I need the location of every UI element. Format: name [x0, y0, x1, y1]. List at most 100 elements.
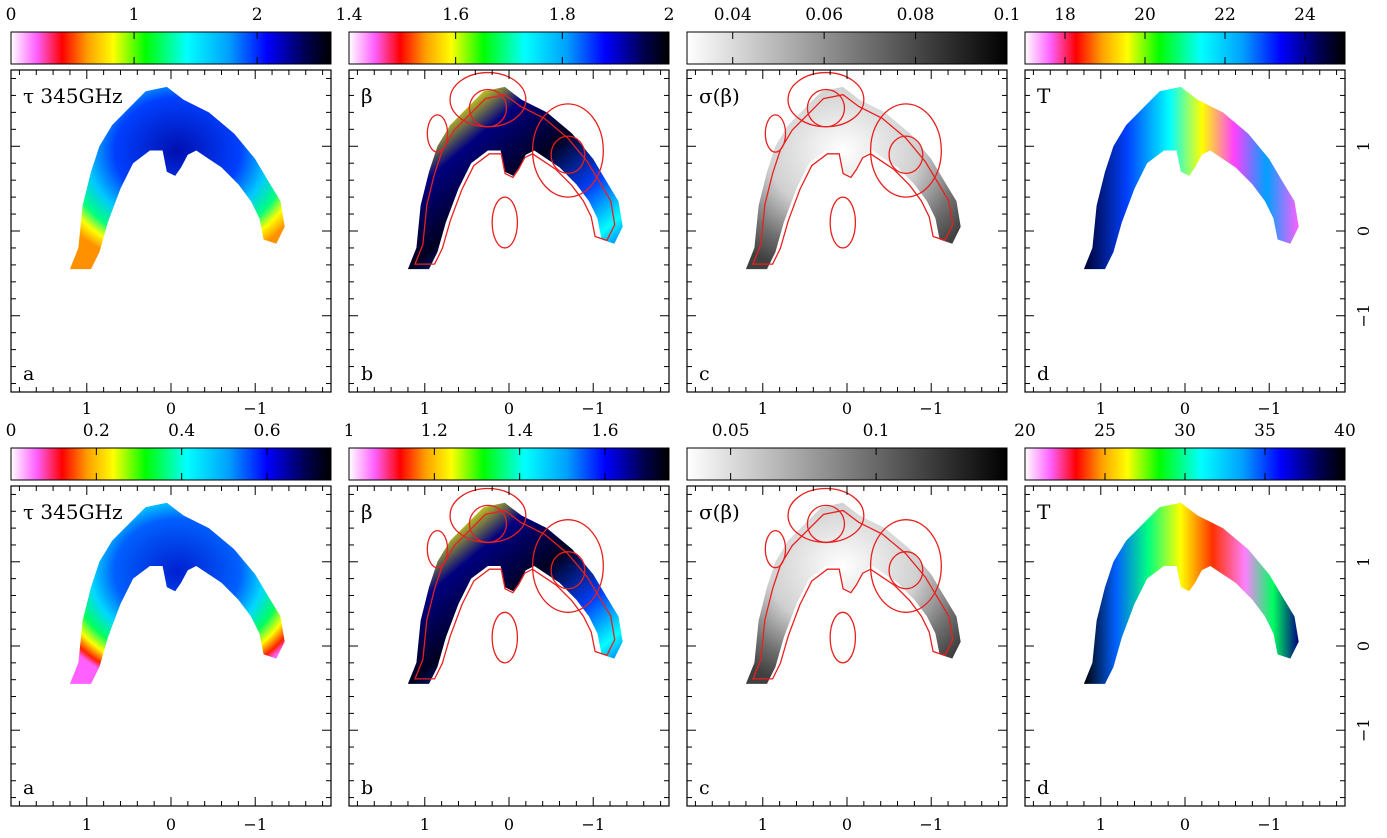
colorbar-tick-label: 1.2: [421, 421, 448, 441]
colorbar-tick-label: 1.6: [591, 421, 618, 441]
contour-east: [869, 103, 942, 198]
y-tick-label: 0: [1354, 641, 1373, 651]
emission-map: [407, 86, 623, 270]
contour-west: [426, 114, 449, 153]
colorbar-tick-label: 0.08: [897, 5, 935, 25]
contour-north-inner: [806, 504, 846, 544]
panel-quantity-label: T: [1037, 84, 1051, 108]
x-tick-label: −1: [581, 399, 605, 418]
contour-east-inner: [550, 551, 586, 590]
panel-d-row1: 18 20 22 24 1 0 −1 1 0 −1 Td: [1024, 5, 1373, 418]
x-tick-label: −1: [243, 399, 267, 418]
colorbar-tick-label: 22: [1214, 5, 1236, 25]
contour-east-inner: [550, 135, 586, 175]
x-tick-label: 1: [420, 399, 430, 418]
contour-outer: [752, 94, 954, 265]
contour-outer: [414, 509, 616, 680]
contour-west: [764, 114, 787, 153]
x-tick-label: −1: [1257, 815, 1281, 834]
x-tick-label: −1: [581, 815, 605, 834]
panel-quantity-label: β: [361, 500, 373, 524]
colorbar: [686, 31, 1008, 65]
emission-map: [69, 502, 285, 684]
colorbar-tick-label: 0.2: [83, 421, 110, 441]
panel-quantity-label: σ(β): [699, 500, 740, 524]
contour-east-inner: [888, 551, 924, 590]
contour-south: [491, 611, 519, 664]
x-tick-label: 1: [420, 815, 430, 834]
panel-letter: a: [23, 777, 34, 799]
colorbar-tick-label: 0.1: [863, 421, 890, 441]
contour-north-inner: [468, 88, 508, 128]
panel-quantity-label: T: [1037, 500, 1051, 524]
colorbar-tick-label: 0.06: [805, 5, 843, 25]
x-tick-label: 0: [166, 815, 176, 834]
panel-letter: c: [699, 363, 710, 385]
colorbar-tick-label: 18: [1054, 5, 1076, 25]
contour-south: [829, 196, 857, 249]
panel-letter: a: [23, 363, 34, 385]
panel-quantity-label: σ(β): [699, 84, 740, 108]
x-tick-label: 1: [1096, 815, 1106, 834]
panel-quantity-label: τ 345GHz: [23, 84, 123, 108]
colorbar-tick-label: 2: [664, 5, 675, 25]
x-tick-label: 0: [504, 815, 514, 834]
panel-b-row2: 1 1.2 1.4 1.6 1 0 −1 β b: [344, 421, 670, 834]
x-tick-label: 0: [842, 815, 852, 834]
x-tick-label: 1: [1096, 399, 1106, 418]
colorbar: [10, 447, 332, 481]
colorbar: [10, 31, 332, 65]
colorbar-tick-label: 1.4: [335, 5, 362, 25]
colorbar-tick-label: 0.4: [168, 421, 195, 441]
emission-map: [745, 86, 961, 270]
contour-south: [829, 611, 857, 664]
colorbar-tick-label: 0.1: [993, 5, 1020, 25]
panel-b-row1: 1.4 1.6 1.8 2 1 0 −1 β b: [335, 5, 674, 418]
y-tick-label: −1: [1354, 718, 1373, 742]
colorbar-tick-label: 0.05: [712, 421, 750, 441]
x-tick-label: 0: [166, 399, 176, 418]
colorbar-tick-label: 35: [1254, 421, 1276, 441]
colorbar-tick-label: 40: [1334, 421, 1356, 441]
emission-map: [1083, 502, 1299, 684]
contour-west: [426, 529, 449, 569]
colorbar-tick-label: 0: [6, 5, 17, 25]
colorbar-tick-label: 1.8: [549, 5, 576, 25]
colorbar-tick-label: 1: [344, 421, 355, 441]
contour-east: [531, 519, 604, 613]
panel-quantity-label: τ 345GHz: [23, 500, 123, 524]
contour-east-inner: [888, 135, 924, 175]
panel-c-row1: 0.04 0.06 0.08 0.1 1 0 −1 σ(β) c: [686, 5, 1021, 418]
colorbar-tick-label: 2: [252, 5, 263, 25]
x-tick-label: −1: [243, 815, 267, 834]
panel-d-row2: 20 25 30 35 40 1 0 −1 1 0 −1 Td: [1014, 421, 1373, 834]
panel-c-row2: 0.05 0.1 1 0 −1 σ(β) c: [686, 421, 1008, 834]
colorbar-tick-label: 20: [1014, 421, 1036, 441]
x-tick-label: 1: [758, 399, 768, 418]
colorbar-tick-label: 24: [1294, 5, 1316, 25]
panel-letter: b: [361, 777, 373, 799]
x-tick-label: 0: [842, 399, 852, 418]
emission-map: [745, 502, 961, 684]
y-tick-label: 1: [1354, 141, 1373, 151]
y-tick-label: 1: [1354, 557, 1373, 567]
x-tick-label: 1: [82, 399, 92, 418]
y-tick-label: −1: [1354, 304, 1373, 328]
contour-north-inner: [468, 504, 508, 544]
x-tick-label: −1: [1257, 399, 1281, 418]
colorbar-tick-label: 30: [1174, 421, 1196, 441]
x-tick-label: 1: [758, 815, 768, 834]
colorbar-tick-label: 0: [6, 421, 17, 441]
x-tick-label: −1: [919, 399, 943, 418]
emission-map: [407, 502, 623, 684]
panel-letter: c: [699, 777, 710, 799]
x-tick-label: 0: [1180, 815, 1190, 834]
colorbar-tick-label: 0.6: [253, 421, 280, 441]
contour-east: [869, 519, 942, 613]
y-tick-label: 0: [1354, 226, 1373, 236]
colorbar-tick-label: 1: [129, 5, 140, 25]
emission-map: [1083, 86, 1299, 270]
colorbar-tick-label: 0.04: [714, 5, 752, 25]
colorbar: [348, 31, 670, 65]
